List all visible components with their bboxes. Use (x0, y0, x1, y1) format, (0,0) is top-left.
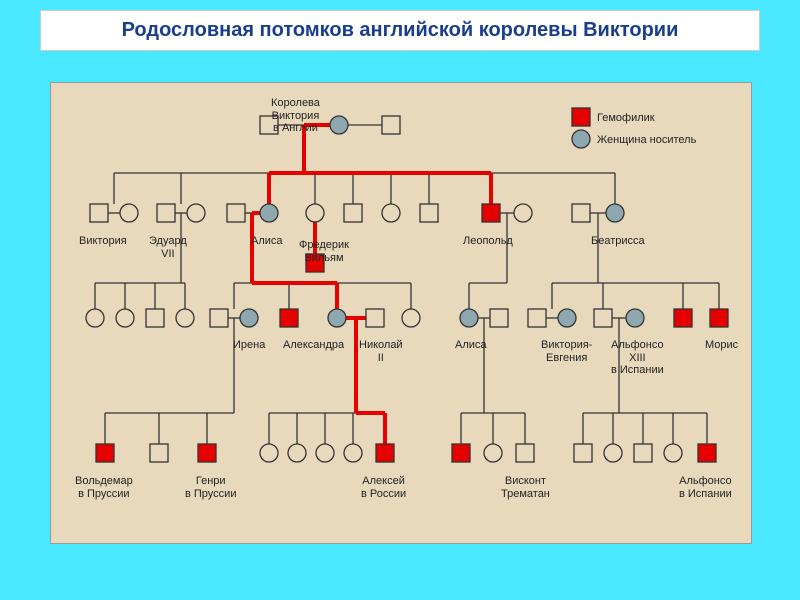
person-wold (96, 444, 114, 462)
person-henri (198, 444, 216, 462)
person-g4o (664, 444, 682, 462)
person-label-g2a: Виктория (79, 235, 127, 248)
person-viscont (516, 444, 534, 462)
person-s1 (382, 116, 400, 134)
person-g3q (674, 309, 692, 327)
person-nicholas (366, 309, 384, 327)
person-g3b (116, 309, 134, 327)
person-label-moris: Морис (705, 339, 738, 352)
person-label-fw: Фредерик Вильям (299, 239, 349, 264)
person-g3c (146, 309, 164, 327)
legend-symbol (572, 108, 590, 126)
person-g2g (306, 204, 324, 222)
person-g3g (280, 309, 298, 327)
person-alexei (376, 444, 394, 462)
person-ve_sp (528, 309, 546, 327)
person-g4f (316, 444, 334, 462)
legend-label: Женщина носитель (597, 134, 697, 146)
person-alexandra (328, 309, 346, 327)
person-irene (240, 309, 258, 327)
person-g2d (187, 204, 205, 222)
person-g4e (288, 444, 306, 462)
person-g4j (484, 444, 502, 462)
pedigree-chart: Гемофилик Женщина носитель Королева Викто… (50, 82, 752, 544)
person-label-alice: Алиса (251, 235, 283, 248)
person-leo_sp (514, 204, 532, 222)
person-alice2_sp (490, 309, 508, 327)
person-g4g (344, 444, 362, 462)
person-moris (710, 309, 728, 327)
person-label-viscont: Висконт Трематан (501, 475, 550, 500)
page-title: Родословная потомков английской королевы… (40, 10, 760, 51)
person-label-leopold: Леопольд (463, 235, 513, 248)
person-label-alexandra: Александра (283, 339, 344, 352)
person-victoria (330, 116, 348, 134)
person-beatrice (606, 204, 624, 222)
person-label-henri: Генри в Пруссии (185, 475, 236, 500)
person-label-irene: Ирена (233, 339, 265, 352)
person-bea_sp (572, 204, 590, 222)
person-label-alexei: Алексей в России (361, 475, 406, 500)
person-alice_sp (227, 204, 245, 222)
person-alice2 (460, 309, 478, 327)
person-alfonso13 (626, 309, 644, 327)
person-g2a (90, 204, 108, 222)
person-g3a (86, 309, 104, 327)
person-label-edward: Эдуард VII (149, 235, 187, 260)
person-label-nicholas: Николай II (359, 339, 403, 364)
person-g4m (604, 444, 622, 462)
person-label-ve: Виктория- Евгения (541, 339, 592, 364)
person-g2b (120, 204, 138, 222)
person-g2h (344, 204, 362, 222)
person-label-victoria: Королева Виктория в Англии (271, 97, 320, 135)
person-alf_sp (698, 444, 716, 462)
person-label-wold: Вольдемар в Пруссии (75, 475, 133, 500)
person-g3o (594, 309, 612, 327)
pedigree-svg: Гемофилик Женщина носитель (51, 83, 751, 543)
legend-label: Гемофилик (597, 112, 655, 124)
person-g2j (420, 204, 438, 222)
person-leopold (482, 204, 500, 222)
person-alice (260, 204, 278, 222)
person-g4d (260, 444, 278, 462)
person-label-alice2: Алиса (455, 339, 487, 352)
person-label-beatrice: Беатрисса (591, 235, 645, 248)
person-irene_sp (210, 309, 228, 327)
person-label-alfonso13: Альфонсо XIII в Испании (611, 339, 664, 377)
person-label-alf_sp: Альфонсо в Испании (679, 475, 732, 500)
person-g4i (452, 444, 470, 462)
person-g3d (176, 309, 194, 327)
person-g3j (402, 309, 420, 327)
person-g2i (382, 204, 400, 222)
person-edward (157, 204, 175, 222)
person-g4b (150, 444, 168, 462)
person-ve (558, 309, 576, 327)
person-g4n (634, 444, 652, 462)
person-g4l (574, 444, 592, 462)
legend-symbol (572, 130, 590, 148)
